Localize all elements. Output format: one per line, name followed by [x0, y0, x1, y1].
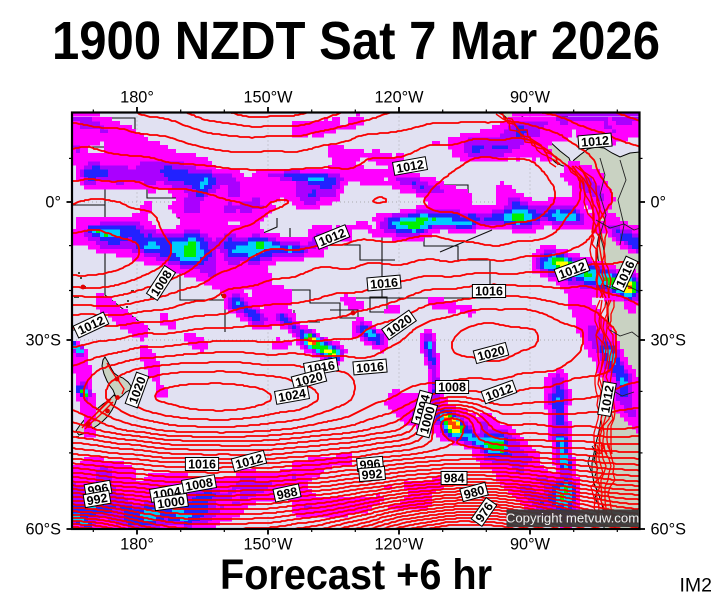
svg-text:1016: 1016 — [356, 359, 385, 375]
svg-text:0°: 0° — [45, 194, 61, 212]
svg-text:120°W: 120°W — [374, 536, 424, 554]
svg-text:1016: 1016 — [370, 275, 399, 291]
svg-text:Forecast +6 hr: Forecast +6 hr — [220, 552, 492, 599]
svg-text:180°: 180° — [120, 536, 154, 554]
svg-text:120°W: 120°W — [374, 89, 424, 107]
svg-text:1900 NZDT Sat 7 Mar 2026: 1900 NZDT Sat 7 Mar 2026 — [52, 11, 660, 71]
svg-text:180°: 180° — [120, 89, 154, 107]
svg-text:1012: 1012 — [234, 451, 265, 472]
svg-text:984: 984 — [444, 472, 465, 486]
svg-text:992: 992 — [361, 467, 383, 483]
svg-text:90°W: 90°W — [510, 89, 551, 107]
svg-text:980: 980 — [462, 483, 486, 502]
svg-text:150°W: 150°W — [243, 536, 293, 554]
svg-text:150°W: 150°W — [243, 89, 293, 107]
svg-text:1012: 1012 — [395, 157, 425, 176]
svg-text:1016: 1016 — [475, 285, 503, 299]
svg-text:1016: 1016 — [188, 458, 216, 472]
svg-text:1020: 1020 — [294, 369, 325, 390]
svg-text:Copyright metvuw.com: Copyright metvuw.com — [506, 511, 639, 526]
svg-text:60°S: 60°S — [651, 521, 687, 539]
svg-text:30°S: 30°S — [26, 332, 62, 350]
svg-text:90°W: 90°W — [510, 536, 551, 554]
svg-text:1008: 1008 — [184, 475, 214, 494]
svg-text:1000: 1000 — [417, 405, 438, 436]
svg-text:1012: 1012 — [581, 133, 610, 149]
svg-text:IM2: IM2 — [679, 575, 711, 597]
svg-text:1012: 1012 — [598, 384, 617, 414]
svg-text:30°S: 30°S — [651, 332, 687, 350]
svg-text:0°: 0° — [651, 194, 667, 212]
svg-text:1000: 1000 — [156, 494, 186, 512]
svg-text:1008: 1008 — [438, 381, 466, 395]
svg-text:1024: 1024 — [277, 386, 307, 405]
svg-text:1020: 1020 — [476, 343, 507, 364]
svg-text:60°S: 60°S — [26, 521, 62, 539]
svg-text:992: 992 — [86, 491, 109, 508]
svg-text:988: 988 — [275, 485, 298, 503]
